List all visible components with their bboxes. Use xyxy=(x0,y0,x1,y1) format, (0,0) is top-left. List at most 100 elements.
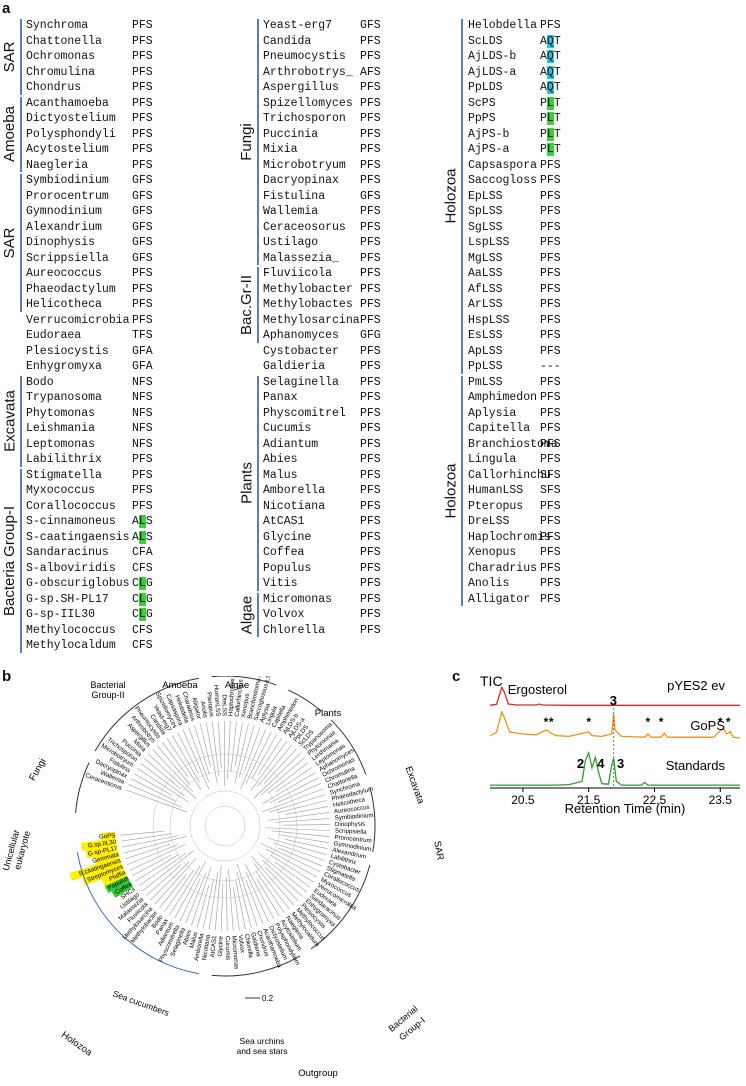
tree-leaf-label: Malus xyxy=(188,931,199,949)
motif-value: PFS xyxy=(132,127,153,141)
clade-arc xyxy=(75,762,90,813)
species-name: Physcomitrel xyxy=(263,406,346,420)
group-bracket xyxy=(461,19,463,374)
motif-value: PFS xyxy=(360,34,381,48)
tree-branch xyxy=(127,844,178,865)
motif-value: PFS xyxy=(132,158,153,172)
clade-label-outgroup: Outgroup xyxy=(298,1068,338,1079)
tree-branch xyxy=(135,854,179,882)
table-row: ArLSS PFS xyxy=(468,297,561,313)
impurity-star: * xyxy=(718,715,723,729)
table-row: Microbotryum PFS xyxy=(263,158,381,174)
species-name: Nicotiana xyxy=(263,499,326,513)
tree-branch xyxy=(159,873,187,909)
table-row: ScPS PLT xyxy=(468,96,561,112)
table-row: Callorhinchu SFS xyxy=(468,468,561,484)
tree-branch xyxy=(131,778,177,802)
motif-value: PFS xyxy=(540,375,561,389)
group-bracket xyxy=(257,19,259,265)
motif-value: PLT xyxy=(540,112,561,125)
table-row: Populus PFS xyxy=(263,561,381,577)
tree-node-arc xyxy=(189,790,261,862)
species-name: Fistulina xyxy=(263,189,326,203)
clade-arc xyxy=(76,851,200,975)
table-row: Chondrus PFS xyxy=(26,80,153,96)
species-name: Malus xyxy=(263,468,298,482)
table-row: Phaeodactylum PFS xyxy=(26,282,153,298)
motif-value: PFS xyxy=(540,205,561,218)
tree-branch xyxy=(258,853,307,893)
table-row: Pteropus PFS xyxy=(468,499,561,515)
chromatogram-traces: pYES2 ev GoPS Standards 20.5 21.5 22.5 23.5 Erg… xyxy=(489,678,741,807)
group-label: Excavata xyxy=(1,390,18,452)
table-row: Ceraceosorus PFS xyxy=(263,220,381,236)
table-row: Fluviicola PFS xyxy=(263,266,381,282)
table-row: ApLSS PFS xyxy=(468,344,561,360)
species-name: Acanthamoeba xyxy=(26,96,109,110)
table-row: Leishmania NFS xyxy=(26,421,153,437)
leaf-highlight xyxy=(80,837,117,851)
tree-branch xyxy=(133,773,172,796)
species-name: Phytomonas xyxy=(26,406,96,420)
group-label: Holozoa xyxy=(442,463,459,519)
group-label: SAR xyxy=(1,227,18,259)
motif-value: PFS xyxy=(360,96,381,110)
table-row: Corallococcus PFS xyxy=(26,499,153,515)
species-name: ArLSS xyxy=(468,298,503,311)
tree-branch xyxy=(272,842,325,861)
tree-branch xyxy=(262,772,316,805)
motif-value: PFS xyxy=(132,499,153,513)
table-row: Physcomitrel PFS xyxy=(263,406,381,422)
motif-value: PFS xyxy=(540,236,561,249)
tree-leaf-label: Symbiodinium xyxy=(334,812,373,822)
tree-branch xyxy=(125,843,171,860)
clade-arc xyxy=(211,676,277,686)
motif-value: PFS xyxy=(540,344,561,358)
phylogenetic-tree: CeraceosorusWallemiaDacryopinaxFistulina… xyxy=(1,676,446,1079)
species-name: Pneumocystis xyxy=(263,50,346,63)
tree-branch xyxy=(196,885,210,928)
species-name: AjPS-a xyxy=(468,143,510,156)
group-bracket xyxy=(461,375,463,606)
motif-value: PFS xyxy=(132,313,153,327)
tree-leaf-label: Cucumis xyxy=(224,936,232,960)
species-name: Abies xyxy=(263,453,298,466)
table-row: Alligator PFS xyxy=(468,592,561,608)
leaf-highlight xyxy=(101,831,116,841)
table-row: DreLSS PFS xyxy=(468,514,561,530)
species-name: Populus xyxy=(263,561,312,575)
motif-value: PFS xyxy=(132,484,153,497)
species-name: Eudoraea xyxy=(26,329,82,342)
table-row: Labilithrix PFS xyxy=(26,452,153,468)
tree-leaf-label: G.sp.IIL30 xyxy=(87,839,117,850)
species-name: Chondrus xyxy=(26,81,82,94)
table-row: Dinophysis GFS xyxy=(26,235,153,251)
motif-value: PFS xyxy=(360,406,381,420)
motif-value: PFS xyxy=(540,298,561,311)
motif-value: NFS xyxy=(132,437,153,451)
motif-value: AQT xyxy=(540,81,561,94)
species-name: Saccogloss xyxy=(468,174,538,187)
motif-value: PFS xyxy=(132,298,153,311)
table-row: Saccogloss PFS xyxy=(468,173,561,189)
tree-branch xyxy=(278,834,329,844)
species-name: PpLSS xyxy=(468,360,503,373)
motif-value: PFS xyxy=(360,158,381,172)
motif-value: NFS xyxy=(132,406,153,420)
tree-branch xyxy=(256,878,280,917)
tree-branch xyxy=(266,848,317,878)
species-name: Yeast-erg7 xyxy=(263,19,333,32)
tree-leaf-label: Aureococcus xyxy=(334,804,370,816)
species-name: Dinophysis xyxy=(26,236,96,249)
table-row: Chlorella PFS xyxy=(263,623,381,639)
species-name: Leptomonas xyxy=(26,437,96,451)
species-name: Anolis xyxy=(468,577,510,590)
tree-branch xyxy=(161,741,189,778)
motif-value: PFS xyxy=(540,313,561,327)
clade-label-fungi: Fungi xyxy=(27,757,48,783)
motif-value: PFS xyxy=(540,577,561,590)
table-row: AfLSS PFS xyxy=(468,282,561,298)
motif-value: PFS xyxy=(540,437,561,451)
tree-branch xyxy=(284,838,328,849)
table-row: Methylobacter PFS xyxy=(263,282,381,298)
